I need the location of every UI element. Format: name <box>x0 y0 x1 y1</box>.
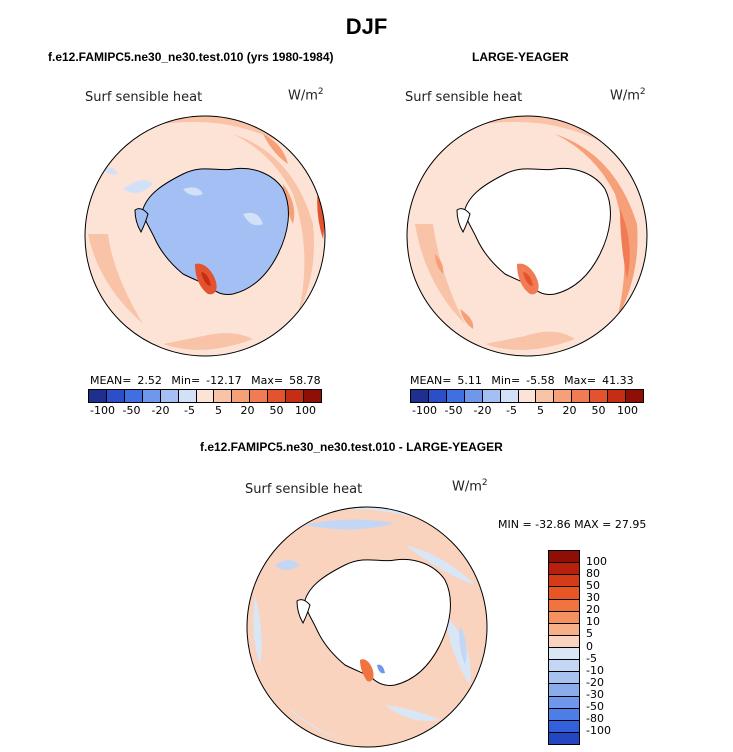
panel-2-variable-label: Surf sensible heat <box>405 90 523 105</box>
colorbar-tick-label: 100 <box>617 404 638 417</box>
panel-2-stats: MEAN= 5.11 Min= -5.58 Max= 41.33 <box>410 374 634 387</box>
colorbar-level-label: -80 <box>586 711 604 725</box>
colorbar-swatch <box>196 390 215 402</box>
panel-2-polar-map <box>406 115 648 357</box>
panel-2-units-label: W/m2 <box>610 87 646 104</box>
colorbar-swatch <box>214 390 233 402</box>
panel-2-colorbar-ticks: -100 -50 -20 -5 5 20 50 100 <box>410 404 642 417</box>
colorbar-tick-label: -5 <box>184 404 195 417</box>
colorbar-swatch <box>106 390 125 402</box>
colorbar-swatch <box>549 599 579 612</box>
colorbar-tick-label: 20 <box>240 404 255 417</box>
panel-1-title: f.e12.FAMIPC5.ne30_ne30.test.010 (yrs 19… <box>48 50 334 64</box>
colorbar-swatch <box>428 390 447 402</box>
colorbar-swatch <box>572 390 591 402</box>
colorbar-swatch <box>178 390 197 402</box>
colorbar-tick-label: 100 <box>295 404 316 417</box>
diff-colorbar <box>548 550 580 745</box>
colorbar-level-label: 20 <box>586 603 600 617</box>
colorbar-level-label: -50 <box>586 699 604 713</box>
colorbar-swatch <box>518 390 537 402</box>
colorbar-swatch <box>554 390 573 402</box>
colorbar-level-label: 50 <box>586 579 600 593</box>
colorbar-tick-label: 50 <box>269 404 284 417</box>
diff-minmax-label: MIN = -32.86 MAX = 27.95 <box>498 518 647 531</box>
colorbar-swatch <box>549 672 579 685</box>
colorbar-tick-label: 5 <box>537 404 544 417</box>
colorbar-swatch <box>124 390 143 402</box>
colorbar-tick-label: 20 <box>562 404 577 417</box>
colorbar-level-label: 0 <box>586 639 593 653</box>
colorbar-level-label: 10 <box>586 615 600 629</box>
colorbar-swatch <box>549 732 579 744</box>
colorbar-swatch <box>549 623 579 636</box>
colorbar-tick-label: -100 <box>90 404 115 417</box>
diff-colorbar-labels: 100 80 50 30 20 10 5 0 -5 -10 -20 -30 -50 -80 -100 <box>586 550 626 743</box>
diff-polar-map <box>246 506 488 748</box>
colorbar-swatch <box>304 390 321 402</box>
colorbar-swatch <box>626 390 643 402</box>
colorbar-swatch <box>89 390 107 402</box>
colorbar-swatch <box>536 390 555 402</box>
colorbar-tick-label: 5 <box>215 404 222 417</box>
colorbar-swatch <box>549 648 579 661</box>
colorbar-level-label: -5 <box>586 651 597 665</box>
panel-1-stats: MEAN= 2.52 Min= -12.17 Max= 58.78 <box>90 374 321 387</box>
panel-2-colorbar <box>410 389 644 403</box>
colorbar-swatch <box>549 660 579 673</box>
colorbar-level-label: -20 <box>586 675 604 689</box>
colorbar-tick-label: -100 <box>412 404 437 417</box>
colorbar-level-label: 5 <box>586 627 593 641</box>
colorbar-swatch <box>549 684 579 697</box>
colorbar-swatch <box>549 563 579 576</box>
colorbar-tick-label: -5 <box>506 404 517 417</box>
panel-1-colorbar <box>88 389 322 403</box>
colorbar-tick-label: -20 <box>473 404 492 417</box>
colorbar-tick-label: -50 <box>444 404 463 417</box>
colorbar-swatch <box>608 390 627 402</box>
diff-panel-title: f.e12.FAMIPC5.ne30_ne30.test.010 - LARGE… <box>200 440 503 454</box>
colorbar-swatch <box>549 575 579 588</box>
colorbar-tick-label: -20 <box>151 404 170 417</box>
colorbar-swatch <box>549 551 579 564</box>
panel-1-polar-map <box>84 115 326 357</box>
colorbar-swatch <box>549 708 579 721</box>
colorbar-swatch <box>446 390 465 402</box>
colorbar-swatch <box>590 390 609 402</box>
colorbar-tick-label: -50 <box>122 404 141 417</box>
panel-1-colorbar-ticks: -100 -50 -20 -5 5 20 50 100 <box>88 404 320 417</box>
figure-title: DJF <box>345 14 388 39</box>
colorbar-level-label: 100 <box>586 555 607 569</box>
colorbar-level-label: -30 <box>586 687 604 701</box>
colorbar-swatch <box>268 390 287 402</box>
panel-1-variable-label: Surf sensible heat <box>85 90 203 105</box>
colorbar-swatch <box>411 390 429 402</box>
panel-2-title: LARGE-YEAGER <box>472 50 569 64</box>
colorbar-swatch <box>549 696 579 709</box>
colorbar-tick-label: 50 <box>591 404 606 417</box>
panel-1-units-label: W/m2 <box>288 87 324 104</box>
colorbar-swatch <box>549 587 579 600</box>
colorbar-swatch <box>286 390 305 402</box>
colorbar-swatch <box>549 635 579 648</box>
diff-variable-label: Surf sensible heat <box>245 482 363 497</box>
colorbar-swatch <box>549 720 579 733</box>
colorbar-level-label: -10 <box>586 663 604 677</box>
colorbar-level-label: 80 <box>586 567 600 581</box>
colorbar-swatch <box>142 390 161 402</box>
colorbar-swatch <box>232 390 251 402</box>
diff-units-label: W/m2 <box>452 478 488 495</box>
colorbar-swatch <box>160 390 179 402</box>
colorbar-swatch <box>482 390 501 402</box>
colorbar-level-label: -100 <box>586 723 611 737</box>
colorbar-level-label: 30 <box>586 591 600 605</box>
colorbar-swatch <box>500 390 519 402</box>
colorbar-swatch <box>549 611 579 624</box>
colorbar-swatch <box>464 390 483 402</box>
colorbar-swatch <box>250 390 269 402</box>
